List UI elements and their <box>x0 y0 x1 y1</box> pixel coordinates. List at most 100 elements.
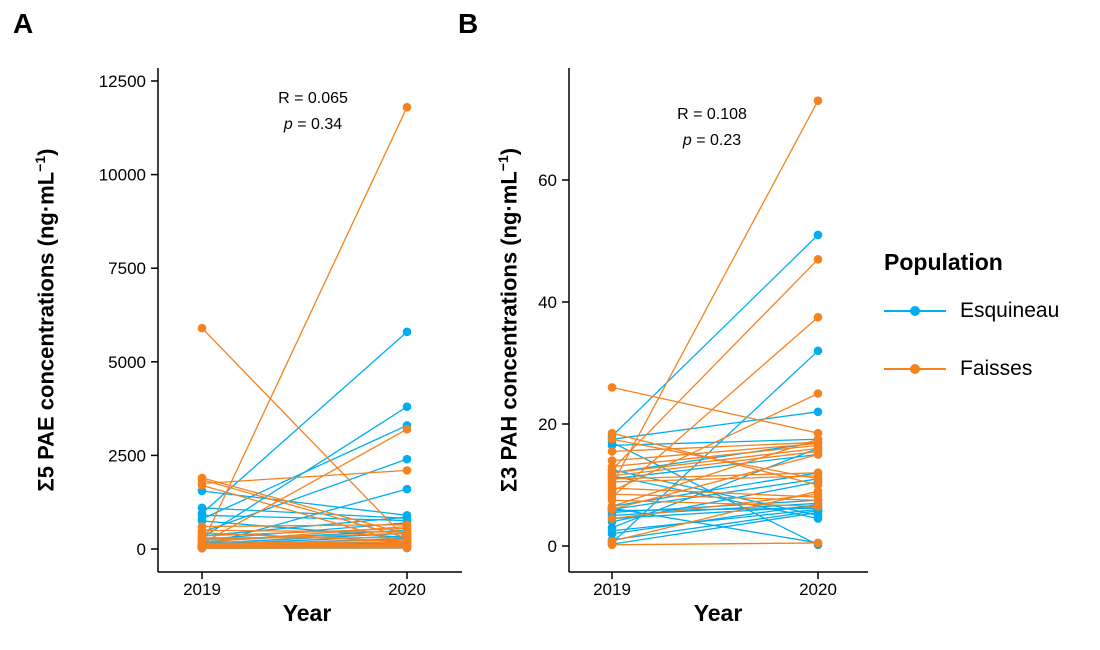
y-tick-label: 10000 <box>99 166 146 185</box>
p-value: p = 0.23 <box>637 128 787 154</box>
pair-line-faisses <box>201 525 408 543</box>
data-point-faisses <box>607 514 617 523</box>
pair-line-faisses <box>201 543 408 547</box>
data-point-faisses <box>402 466 412 475</box>
pair-line-faisses <box>611 447 819 474</box>
y-tick-label: 0 <box>548 537 557 556</box>
legend-label: Esquineau <box>960 299 1060 322</box>
pair-line-faisses <box>611 499 819 507</box>
panel-A: 0 2500 5000 7500 10000 12500 2019 2020 <box>99 68 462 599</box>
data-point-esquineau <box>402 327 412 337</box>
data-point-faisses <box>607 428 617 438</box>
data-point-faisses <box>813 502 823 511</box>
pair-line-esquineau <box>201 488 408 546</box>
pair-line-faisses <box>611 438 819 507</box>
data-point-esquineau <box>607 523 617 532</box>
data-point-faisses <box>813 480 823 490</box>
pair-line-faisses <box>611 442 819 462</box>
pair-line-faisses <box>201 469 408 485</box>
p-value: p = 0.34 <box>238 112 388 138</box>
data-point-esquineau <box>813 346 823 356</box>
pair-line-esquineau <box>611 511 819 545</box>
legend-label: Faisses <box>960 357 1033 380</box>
pair-line-esquineau <box>201 507 408 519</box>
y-tick-label: 2500 <box>108 446 146 465</box>
panel-b-x-axis-title: Year <box>693 600 743 626</box>
data-point-faisses <box>607 447 617 456</box>
data-point-faisses <box>607 495 617 505</box>
data-point-esquineau <box>197 503 207 513</box>
y-tick-label: 0 <box>137 540 146 559</box>
data-point-faisses <box>607 477 617 487</box>
pair-line-esquineau <box>611 507 819 512</box>
legend-key-faisses <box>884 363 946 375</box>
pair-line-faisses <box>611 444 819 468</box>
data-point-faisses <box>813 428 823 438</box>
panel-b-y-axis-title: Σ3 PAH concentrations (ng·mL−1) <box>486 60 522 580</box>
y-title-superscript: −1 <box>32 155 48 172</box>
pair-line-faisses <box>611 450 819 477</box>
data-point-faisses <box>607 540 617 550</box>
data-point-faisses <box>607 462 617 472</box>
pair-line-faisses <box>201 106 408 545</box>
pair-line-esquineau <box>611 508 819 532</box>
pair-line-faisses <box>611 472 819 480</box>
p-rest: = 0.34 <box>292 116 343 133</box>
y-title-text: Σ5 PAE concentrations (ng·mL <box>33 171 59 492</box>
pair-line-faisses <box>611 438 819 480</box>
y-tick-label: 40 <box>538 293 557 312</box>
pair-line-esquineau <box>201 424 408 520</box>
data-point-faisses <box>402 102 412 112</box>
x-tick-label: 2020 <box>388 580 426 599</box>
y-tick-label: 60 <box>538 171 557 190</box>
pair-line-esquineau <box>611 503 819 535</box>
r-value: R = 0.108 <box>677 106 747 123</box>
data-point-faisses <box>197 543 207 553</box>
y-tick-label: 5000 <box>108 353 146 372</box>
pair-line-faisses <box>611 542 819 546</box>
data-point-esquineau <box>813 407 823 417</box>
data-point-faisses <box>197 323 207 333</box>
pair-line-faisses <box>201 327 408 541</box>
data-point-esquineau <box>607 529 617 539</box>
y-title-text: Σ3 PAH concentrations (ng·mL <box>496 171 522 493</box>
data-point-faisses <box>607 489 617 499</box>
legend-title: Population <box>884 249 1003 275</box>
data-point-faisses <box>197 481 207 490</box>
data-point-faisses <box>813 486 823 496</box>
pair-line-faisses <box>611 258 819 471</box>
pair-line-faisses <box>611 100 819 486</box>
pair-line-faisses <box>611 453 819 511</box>
data-point-faisses <box>607 505 617 514</box>
pair-line-esquineau <box>611 507 819 544</box>
data-point-faisses <box>813 312 823 322</box>
legend-dot-icon <box>910 306 920 316</box>
legend-key-esquineau <box>884 305 946 317</box>
y-tick-label: 20 <box>538 415 557 434</box>
legend-dot-icon <box>910 364 920 374</box>
data-point-faisses <box>813 450 823 459</box>
data-point-faisses <box>813 538 823 548</box>
pair-line-faisses <box>201 524 408 528</box>
y-title-close: ) <box>496 147 522 156</box>
panel-b-letter: B <box>458 8 479 39</box>
data-point-faisses <box>813 474 823 484</box>
pair-line-faisses <box>201 545 408 548</box>
data-point-esquineau <box>402 484 412 494</box>
pair-line-esquineau <box>611 234 819 437</box>
pair-line-faisses <box>611 316 819 498</box>
panel-a-x-axis-title: Year <box>282 600 332 626</box>
data-point-faisses <box>607 483 617 493</box>
data-point-esquineau <box>813 514 823 523</box>
data-point-faisses <box>813 439 823 448</box>
y-title-close: ) <box>33 148 59 156</box>
pair-line-faisses <box>611 490 819 542</box>
panel-b-stats-annotation: R = 0.108 p = 0.23 <box>637 102 787 154</box>
y-title-superscript: −1 <box>495 155 511 172</box>
y-tick-label: 7500 <box>108 259 146 278</box>
p-symbol: p <box>682 132 692 149</box>
data-point-faisses <box>813 96 823 105</box>
r-value: R = 0.065 <box>278 90 348 107</box>
